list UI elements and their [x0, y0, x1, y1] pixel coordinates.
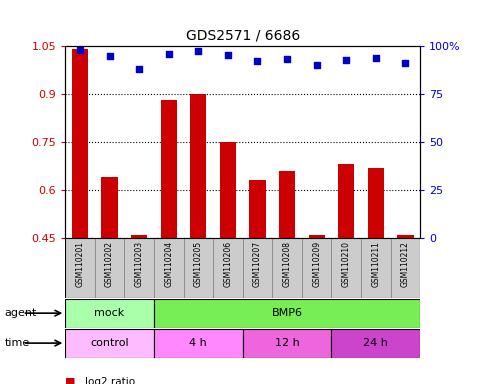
Text: agent: agent — [5, 308, 37, 318]
Bar — [249, 180, 266, 238]
Text: GSM110209: GSM110209 — [312, 241, 321, 287]
Text: GSM110205: GSM110205 — [194, 241, 203, 287]
Text: mock: mock — [95, 308, 125, 318]
Bar — [101, 177, 118, 238]
Bar — [184, 238, 213, 298]
Point — [195, 48, 202, 54]
Point — [165, 51, 172, 57]
Bar — [302, 238, 331, 298]
Point — [401, 60, 409, 66]
Bar — [331, 329, 420, 358]
Point — [313, 62, 321, 68]
Bar — [161, 101, 177, 238]
Point — [76, 47, 84, 53]
Point — [135, 66, 143, 72]
Bar — [279, 171, 295, 238]
Bar — [131, 235, 147, 238]
Text: log2 ratio: log2 ratio — [85, 377, 135, 384]
Text: GDS2571 / 6686: GDS2571 / 6686 — [185, 28, 300, 42]
Text: GSM110204: GSM110204 — [164, 241, 173, 287]
Text: GSM110202: GSM110202 — [105, 241, 114, 287]
Text: ■: ■ — [65, 377, 79, 384]
Bar — [398, 235, 413, 238]
Bar — [95, 238, 125, 298]
Text: control: control — [90, 338, 129, 348]
Text: 24 h: 24 h — [363, 338, 388, 348]
Bar — [154, 238, 184, 298]
Bar — [65, 299, 154, 328]
Bar — [213, 238, 242, 298]
Text: BMP6: BMP6 — [271, 308, 302, 318]
Text: GSM110208: GSM110208 — [283, 241, 292, 287]
Bar — [272, 238, 302, 298]
Point — [224, 51, 232, 58]
Text: GSM110211: GSM110211 — [371, 241, 380, 287]
Text: time: time — [5, 338, 30, 348]
Bar — [125, 238, 154, 298]
Point — [372, 55, 380, 61]
Point — [254, 58, 261, 65]
Bar — [309, 235, 325, 238]
Text: 12 h: 12 h — [275, 338, 299, 348]
Point — [342, 57, 350, 63]
Bar — [242, 238, 272, 298]
Bar — [154, 299, 420, 328]
Point — [283, 55, 291, 61]
Bar — [361, 238, 391, 298]
Bar — [242, 329, 331, 358]
Text: GSM110212: GSM110212 — [401, 241, 410, 287]
Bar — [368, 168, 384, 238]
Text: GSM110203: GSM110203 — [135, 241, 143, 287]
Text: 4 h: 4 h — [189, 338, 207, 348]
Bar — [65, 238, 95, 298]
Text: GSM110201: GSM110201 — [75, 241, 85, 287]
Text: GSM110210: GSM110210 — [342, 241, 351, 287]
Bar — [331, 238, 361, 298]
Bar — [154, 329, 243, 358]
Point — [106, 53, 114, 59]
Bar — [65, 329, 154, 358]
Bar — [220, 142, 236, 238]
Text: GSM110206: GSM110206 — [224, 241, 232, 287]
Bar — [391, 238, 420, 298]
Bar — [190, 94, 206, 238]
Bar — [338, 164, 355, 238]
Text: GSM110207: GSM110207 — [253, 241, 262, 287]
Bar — [72, 49, 88, 238]
